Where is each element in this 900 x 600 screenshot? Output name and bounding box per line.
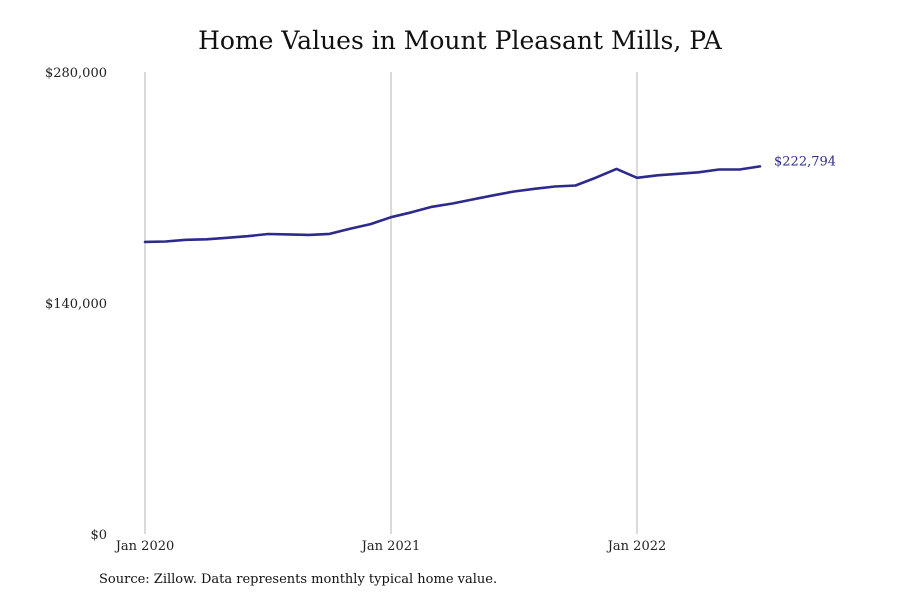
end-value-label: $222,794: [774, 154, 836, 169]
x-tick-label: Jan 2022: [606, 539, 667, 554]
chart-title: Home Values in Mount Pleasant Mills, PA: [198, 26, 722, 55]
home-value-line: [143, 165, 762, 244]
x-tick-label: Jan 2021: [360, 539, 421, 554]
y-tick-label: $140,000: [45, 297, 107, 312]
source-note: Source: Zillow. Data represents monthly …: [99, 572, 498, 587]
x-tick-label: Jan 2020: [114, 539, 175, 554]
y-tick-label: $0: [90, 528, 107, 543]
y-tick-label: $280,000: [45, 66, 107, 81]
